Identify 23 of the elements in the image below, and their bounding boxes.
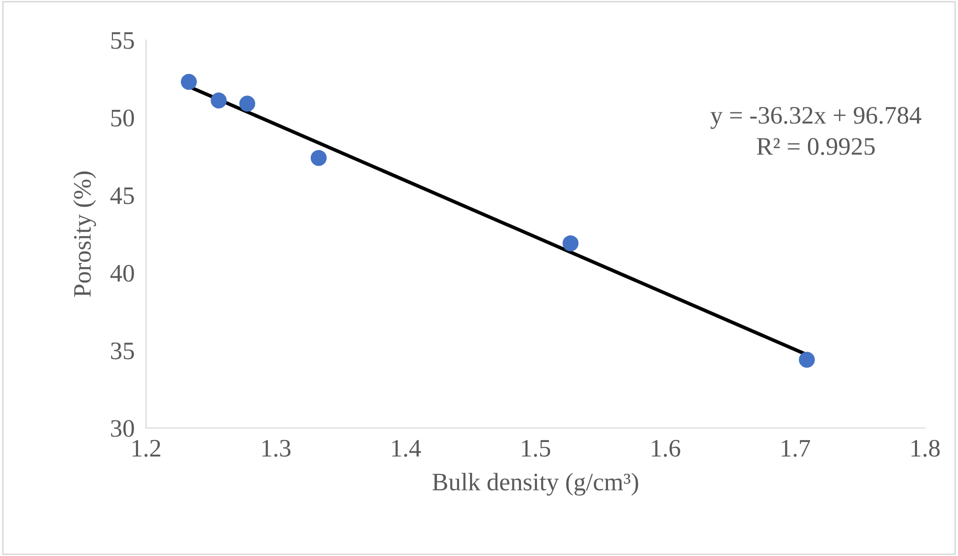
y-tick-label: 35 [111,342,134,360]
y-tick-label: 50 [111,110,134,127]
x-tick-label: 1.5 [522,440,550,457]
y-tick-label: 55 [111,32,134,49]
y-tick-label: 40 [110,264,134,282]
x-tick-label: 1.3 [262,440,290,457]
x-tick-label: 1.6 [652,440,680,457]
annotation: y = -36.32x + 96.784 [710,106,922,129]
point [210,92,227,109]
x-tick-label: 1.2 [132,440,160,457]
x-axis-title: Bulk density (g/cm³) [432,472,638,496]
point [798,352,815,368]
point [310,150,327,166]
point [239,96,256,112]
x-tick-label: 1.8 [912,440,940,457]
y-tick-label: 45 [110,187,134,204]
y-axis-title: Porosity (%) [73,172,96,297]
x-tick-label: 1.7 [782,440,810,457]
point [180,74,197,90]
y-tick-label: 30 [111,420,134,437]
x-tick-label: 1.4 [392,440,421,457]
point [562,235,579,252]
annotation: R² = 0.9925 [756,138,875,156]
